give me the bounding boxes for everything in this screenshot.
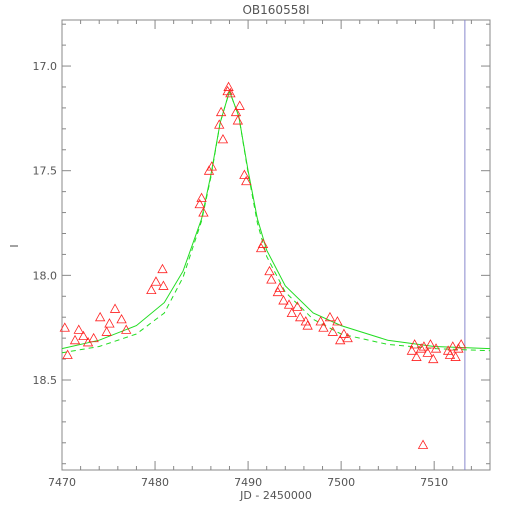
data-point bbox=[342, 332, 353, 343]
data-point bbox=[217, 133, 229, 144]
data-point bbox=[425, 339, 436, 349]
x-tick-label: 7510 bbox=[420, 476, 448, 489]
data-point bbox=[146, 284, 157, 295]
data-point bbox=[430, 343, 442, 353]
data-point bbox=[94, 311, 106, 322]
data-point bbox=[232, 115, 244, 125]
data-point bbox=[444, 349, 456, 359]
data-point bbox=[109, 303, 121, 313]
data-point bbox=[104, 318, 115, 328]
chart-title: OB160558I bbox=[242, 3, 309, 17]
x-tick-label: 7470 bbox=[48, 476, 76, 489]
data-point bbox=[264, 265, 275, 276]
data-point bbox=[69, 334, 81, 345]
data-point bbox=[198, 207, 209, 217]
data-point bbox=[422, 347, 433, 357]
data-point bbox=[302, 320, 313, 330]
data-point bbox=[409, 339, 420, 349]
data-point bbox=[150, 276, 162, 286]
data-point bbox=[266, 274, 277, 284]
x-tick-label: 7490 bbox=[234, 476, 262, 489]
data-point bbox=[101, 326, 112, 336]
data-point bbox=[406, 345, 418, 355]
data-point bbox=[158, 280, 169, 290]
y-tick-label: 17.5 bbox=[33, 165, 58, 178]
data-point bbox=[73, 324, 84, 334]
data-point bbox=[295, 311, 306, 322]
plot-frame bbox=[61, 19, 491, 471]
data-point bbox=[327, 326, 338, 336]
data-point bbox=[206, 161, 217, 171]
data-point bbox=[338, 328, 350, 338]
data-point bbox=[417, 439, 429, 449]
data-point bbox=[88, 332, 99, 343]
x-tick-label: 7480 bbox=[141, 476, 169, 489]
data-point bbox=[450, 351, 461, 361]
data-point bbox=[239, 169, 250, 179]
data-point bbox=[332, 316, 343, 326]
y-tick-label: 18.5 bbox=[33, 374, 58, 387]
data-point bbox=[241, 175, 252, 186]
data-point bbox=[278, 295, 289, 305]
data-point bbox=[428, 353, 439, 364]
data-point bbox=[418, 341, 430, 351]
data-point bbox=[194, 198, 205, 209]
data-point bbox=[447, 341, 458, 351]
data-point bbox=[196, 192, 207, 202]
y-tick-label: 17.0 bbox=[33, 60, 58, 73]
data-point bbox=[62, 349, 73, 359]
data-point bbox=[283, 299, 295, 309]
data-point bbox=[292, 301, 303, 311]
data-point bbox=[415, 343, 427, 353]
data-point bbox=[455, 339, 467, 349]
data-point bbox=[315, 316, 326, 326]
data-point bbox=[286, 307, 297, 318]
data-point bbox=[257, 238, 269, 248]
data-point bbox=[274, 282, 285, 292]
data-point bbox=[59, 322, 70, 332]
data-point bbox=[234, 100, 245, 110]
plot-area: 7470 7480 7490 7500 7510 17.0 17.5 18.0 18.5 bbox=[33, 19, 491, 489]
data-point bbox=[318, 322, 329, 332]
data-point bbox=[230, 106, 242, 117]
model-curve-solid bbox=[61, 89, 491, 350]
data-point bbox=[411, 351, 422, 361]
data-point bbox=[225, 87, 236, 98]
data-point bbox=[214, 119, 225, 129]
data-point bbox=[121, 324, 132, 334]
data-point bbox=[78, 330, 89, 341]
y-tick-label: 18.0 bbox=[33, 269, 58, 282]
x-tick-label: 7500 bbox=[327, 476, 355, 489]
data-point bbox=[215, 106, 227, 117]
model-curve-dashed bbox=[61, 89, 491, 354]
y-axis-label: I bbox=[8, 244, 21, 247]
data-point bbox=[335, 334, 346, 345]
data-point bbox=[324, 311, 336, 322]
data-point bbox=[157, 263, 168, 274]
data-point bbox=[116, 313, 127, 324]
x-axis-label: JD - 2450000 bbox=[239, 489, 312, 502]
data-point bbox=[223, 81, 234, 91]
